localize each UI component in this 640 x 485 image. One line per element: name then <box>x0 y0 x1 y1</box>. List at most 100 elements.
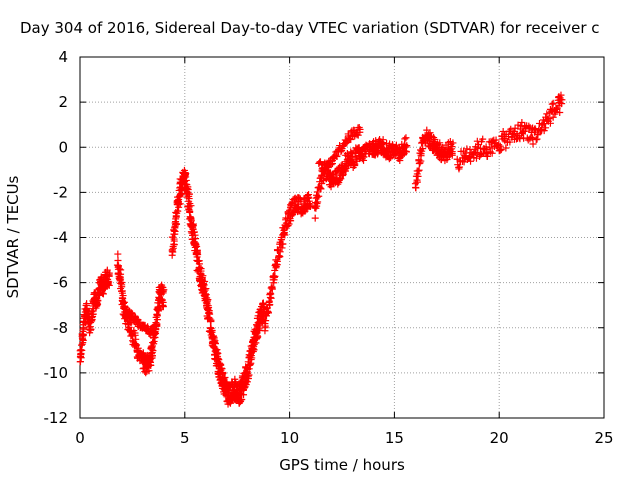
data-point <box>558 100 566 108</box>
data-point <box>219 369 227 377</box>
data-point <box>448 150 456 158</box>
y-tick-label: 2 <box>58 93 68 111</box>
data-point <box>281 231 289 239</box>
data-point <box>412 184 420 192</box>
data-point <box>528 134 536 142</box>
data-point <box>402 134 410 142</box>
data-point <box>463 145 471 153</box>
data-point <box>496 142 504 150</box>
data-point <box>271 272 279 280</box>
data-point <box>160 286 168 294</box>
data-point <box>205 309 213 317</box>
data-point <box>78 346 86 354</box>
data-point <box>456 163 464 171</box>
data-point <box>202 285 210 293</box>
x-tick-label: 10 <box>280 429 299 447</box>
y-axis-label: SDTVAR / TECUs <box>4 175 22 298</box>
data-point <box>211 339 219 347</box>
tick-layer: 0 5 10 15 20 25 -12 -10 -8 -6 -4 -2 0 2 4 <box>44 48 614 447</box>
data-point <box>305 191 313 199</box>
data-point <box>266 301 274 309</box>
data-point <box>80 324 88 332</box>
data-point <box>479 135 487 143</box>
data-point <box>502 144 510 152</box>
data-point <box>284 222 292 230</box>
data-point <box>417 152 425 160</box>
data-point <box>171 230 179 238</box>
data-point <box>199 272 207 280</box>
data-point <box>311 214 319 222</box>
data-point <box>542 124 550 132</box>
data-point <box>401 135 409 143</box>
data-point <box>246 361 254 369</box>
data-point <box>556 109 564 117</box>
data-point <box>134 344 142 352</box>
data-point <box>208 326 216 334</box>
data-point <box>313 188 321 196</box>
data-point <box>264 308 272 316</box>
data-point <box>545 115 553 123</box>
data-point <box>525 125 533 133</box>
data-point <box>174 207 182 215</box>
data-point <box>189 222 197 230</box>
data-point <box>270 279 278 287</box>
data-point <box>262 317 270 325</box>
data-point <box>548 100 556 108</box>
data-point <box>159 302 167 310</box>
data-point <box>343 139 351 147</box>
data-point <box>507 125 515 133</box>
data-point <box>511 124 519 132</box>
y-tick-label: 4 <box>58 48 68 66</box>
grid-layer <box>80 57 604 418</box>
data-point <box>244 372 252 380</box>
data-point <box>261 327 269 335</box>
data-point <box>214 355 222 363</box>
x-tick-label: 25 <box>594 429 613 447</box>
data-point <box>399 151 407 159</box>
data-point <box>332 151 340 159</box>
data-point <box>449 139 457 147</box>
data-point <box>105 271 113 279</box>
data-point <box>131 312 139 320</box>
data-point <box>267 294 275 302</box>
data-point <box>337 148 345 156</box>
y-tick-label: -4 <box>53 229 68 247</box>
data-point <box>388 142 396 150</box>
data-point <box>316 184 324 192</box>
data-point <box>170 237 178 245</box>
data-point <box>497 146 505 154</box>
data-point <box>549 99 557 107</box>
data-point <box>192 241 200 249</box>
data-point <box>114 250 122 258</box>
data-point <box>415 166 423 174</box>
y-tick-label: -10 <box>44 364 69 382</box>
data-point <box>273 257 281 265</box>
data-point <box>201 278 209 286</box>
data-point <box>193 249 201 257</box>
data-point <box>419 145 427 153</box>
data-point <box>549 113 557 121</box>
data-point <box>317 185 325 193</box>
data-point <box>187 202 195 210</box>
data-point <box>117 275 125 283</box>
data-point <box>94 296 102 304</box>
data-point <box>323 166 331 174</box>
data-point <box>79 335 87 343</box>
data-point <box>172 220 180 228</box>
y-tick-label: -6 <box>53 274 68 292</box>
data-point <box>313 202 321 210</box>
data-point <box>79 331 87 339</box>
data-point <box>207 316 215 324</box>
data-point <box>149 347 157 355</box>
data-point <box>196 263 204 271</box>
marker-layer <box>76 91 566 408</box>
x-tick-label: 20 <box>490 429 509 447</box>
data-point <box>181 170 189 178</box>
data-point <box>218 365 226 373</box>
data-point <box>175 203 183 211</box>
data-point <box>533 135 541 143</box>
data-point <box>190 228 198 236</box>
x-tick-label: 0 <box>75 429 85 447</box>
